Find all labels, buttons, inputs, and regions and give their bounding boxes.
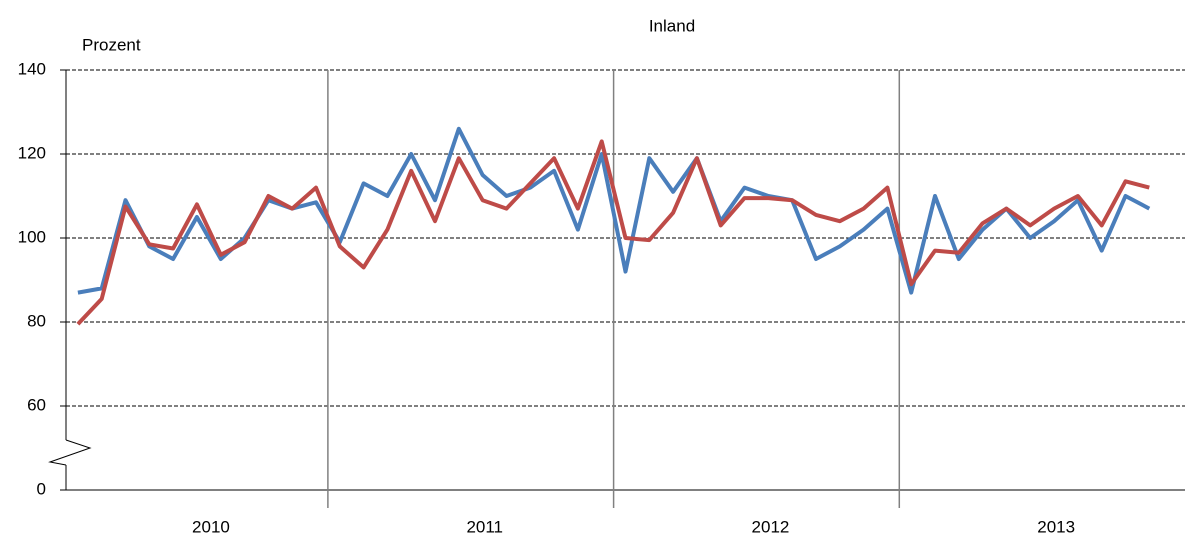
y-tick-label: 120 [18, 143, 46, 162]
chart-title: Inland [649, 16, 695, 35]
x-tick-label: 2010 [192, 517, 230, 536]
y-tick-label: 100 [18, 227, 46, 246]
y-tick-label: 80 [27, 311, 46, 330]
y-tick-label: 60 [27, 395, 46, 414]
y-axis-label: Prozent [82, 35, 141, 54]
x-tick-label: 2011 [466, 517, 503, 536]
x-tick-label: 2013 [1037, 517, 1075, 536]
x-tick-label: 2012 [752, 517, 790, 536]
series-line [76, 139, 1150, 326]
y-tick-label: 140 [18, 59, 46, 78]
axis-break [48, 439, 92, 466]
y-tick-label: 0 [37, 479, 46, 498]
